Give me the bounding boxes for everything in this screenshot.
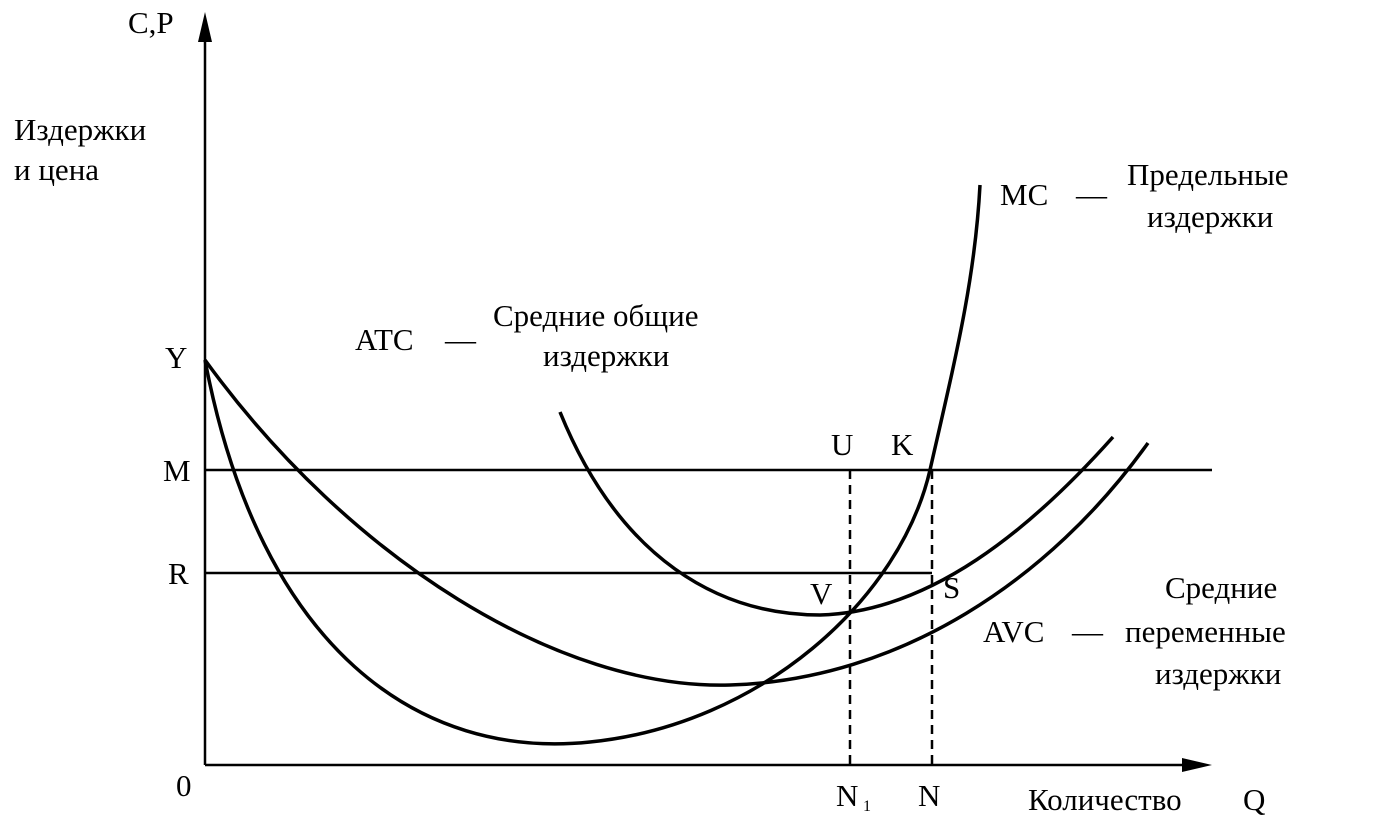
- level-label: R: [168, 556, 189, 591]
- y-title: и цена: [14, 152, 99, 187]
- y-arrow: [198, 12, 212, 42]
- x-label: Q: [1243, 782, 1265, 817]
- mc-curve: [203, 184, 982, 746]
- x-arrow: [1182, 758, 1212, 772]
- quantity-label: N: [918, 778, 940, 813]
- curve-label: издержки: [543, 338, 669, 373]
- curve-dash: —: [1075, 177, 1108, 212]
- curve-label: Предельные: [1127, 157, 1289, 192]
- y-title: Издержки: [14, 112, 146, 147]
- avc-curve: [203, 358, 1150, 687]
- curve-dash: —: [1071, 614, 1104, 649]
- atc-curve: [558, 411, 1115, 617]
- curve-label: издержки: [1155, 656, 1281, 691]
- point-label: K: [891, 427, 914, 462]
- level-label: M: [163, 453, 191, 488]
- curve-abbr: AVC: [983, 614, 1044, 649]
- origin-label: 0: [176, 768, 192, 803]
- point-label: V: [810, 576, 833, 611]
- curve-abbr: ATC: [355, 322, 414, 357]
- point-label: U: [831, 427, 853, 462]
- curve-label: Средние: [1165, 570, 1277, 605]
- curve-dash: —: [444, 322, 477, 357]
- curve-abbr: MC: [1000, 177, 1048, 212]
- curve-label: Средние общие: [493, 298, 698, 333]
- level-label: Y: [165, 340, 187, 375]
- quantity-label: N: [836, 778, 858, 813]
- point-label: S: [943, 570, 960, 605]
- curve-label: переменные: [1125, 614, 1286, 649]
- quantity-subscript: 1: [863, 798, 871, 815]
- y-label: C,P: [128, 5, 174, 40]
- x-title: Количество: [1028, 782, 1182, 817]
- curve-label: издержки: [1147, 199, 1273, 234]
